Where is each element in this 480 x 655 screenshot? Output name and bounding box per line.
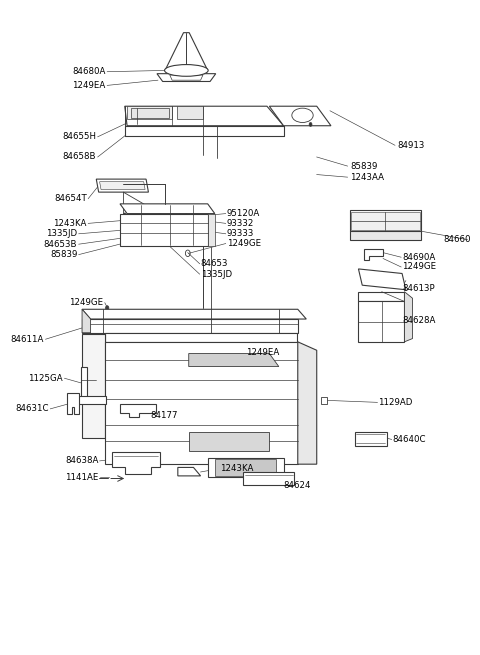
Text: 84660: 84660: [444, 235, 471, 244]
Polygon shape: [67, 392, 79, 414]
Text: 84655H: 84655H: [62, 132, 96, 141]
Polygon shape: [364, 250, 383, 261]
Ellipse shape: [123, 242, 126, 246]
Polygon shape: [405, 291, 412, 342]
Text: 84654T: 84654T: [54, 194, 87, 203]
Text: 1249GE: 1249GE: [227, 239, 261, 248]
Polygon shape: [131, 107, 169, 118]
Text: 1249GE: 1249GE: [69, 298, 103, 307]
Polygon shape: [208, 214, 215, 246]
Text: 85839: 85839: [350, 162, 377, 170]
Polygon shape: [359, 269, 406, 290]
Polygon shape: [359, 291, 405, 301]
Ellipse shape: [128, 215, 134, 221]
Text: 84638A: 84638A: [65, 457, 99, 466]
Ellipse shape: [309, 122, 312, 126]
Polygon shape: [125, 126, 284, 136]
Text: 84631C: 84631C: [15, 404, 49, 413]
Ellipse shape: [206, 242, 209, 246]
Text: 1243AA: 1243AA: [350, 173, 384, 181]
Ellipse shape: [72, 396, 76, 400]
Text: 84653: 84653: [201, 259, 228, 268]
Polygon shape: [189, 354, 279, 367]
Polygon shape: [82, 319, 298, 333]
Text: 1335JD: 1335JD: [201, 270, 232, 278]
Text: 93332: 93332: [227, 219, 254, 228]
Text: 84658B: 84658B: [63, 153, 96, 162]
Text: 84177: 84177: [151, 411, 178, 420]
Ellipse shape: [123, 213, 126, 217]
Polygon shape: [359, 301, 405, 342]
Polygon shape: [157, 73, 216, 81]
Polygon shape: [127, 106, 172, 119]
Polygon shape: [82, 309, 306, 319]
Text: 1141AE: 1141AE: [65, 473, 99, 481]
Ellipse shape: [106, 306, 109, 310]
Text: 1249EA: 1249EA: [72, 81, 106, 90]
Polygon shape: [208, 458, 284, 477]
Polygon shape: [77, 396, 106, 404]
Polygon shape: [189, 432, 269, 451]
Text: 84624: 84624: [284, 481, 311, 489]
Text: 84613P: 84613P: [402, 284, 435, 293]
Polygon shape: [82, 334, 105, 438]
Text: 1243KA: 1243KA: [219, 464, 253, 473]
Text: 84680A: 84680A: [72, 67, 106, 76]
Polygon shape: [105, 342, 298, 464]
Polygon shape: [177, 106, 203, 119]
Text: 1249GE: 1249GE: [402, 263, 436, 271]
Text: 84640C: 84640C: [393, 435, 426, 444]
Polygon shape: [120, 404, 156, 417]
Text: 84653B: 84653B: [44, 240, 77, 249]
Polygon shape: [215, 459, 276, 476]
Text: 84690A: 84690A: [402, 253, 435, 262]
Text: 93333: 93333: [227, 229, 254, 238]
Polygon shape: [321, 397, 327, 403]
Polygon shape: [82, 309, 91, 333]
Text: 84628A: 84628A: [402, 316, 435, 326]
Polygon shape: [81, 367, 87, 402]
Text: 1335JD: 1335JD: [46, 229, 77, 238]
Polygon shape: [120, 214, 208, 246]
Ellipse shape: [165, 65, 208, 76]
Text: 85839: 85839: [50, 250, 77, 259]
Polygon shape: [170, 75, 203, 80]
Polygon shape: [178, 468, 201, 476]
Text: 1125GA: 1125GA: [28, 374, 63, 383]
Polygon shape: [120, 204, 215, 214]
Polygon shape: [350, 210, 421, 231]
Text: 1129AD: 1129AD: [378, 398, 413, 407]
Text: 95120A: 95120A: [227, 209, 260, 218]
Ellipse shape: [128, 225, 134, 231]
Polygon shape: [355, 432, 387, 446]
Ellipse shape: [292, 108, 313, 122]
Polygon shape: [298, 342, 317, 464]
Text: 84913: 84913: [397, 141, 425, 150]
Polygon shape: [100, 181, 145, 189]
Polygon shape: [125, 106, 284, 126]
Polygon shape: [105, 333, 297, 342]
Text: 84611A: 84611A: [11, 335, 44, 344]
Polygon shape: [351, 212, 420, 230]
Polygon shape: [269, 106, 331, 126]
Polygon shape: [350, 231, 421, 240]
Polygon shape: [96, 179, 148, 192]
Polygon shape: [112, 453, 160, 474]
Text: 1249EA: 1249EA: [246, 348, 279, 357]
Text: 1243KA: 1243KA: [53, 219, 87, 228]
Polygon shape: [243, 472, 294, 485]
Ellipse shape: [179, 212, 187, 222]
Ellipse shape: [185, 250, 190, 257]
Polygon shape: [165, 33, 208, 71]
